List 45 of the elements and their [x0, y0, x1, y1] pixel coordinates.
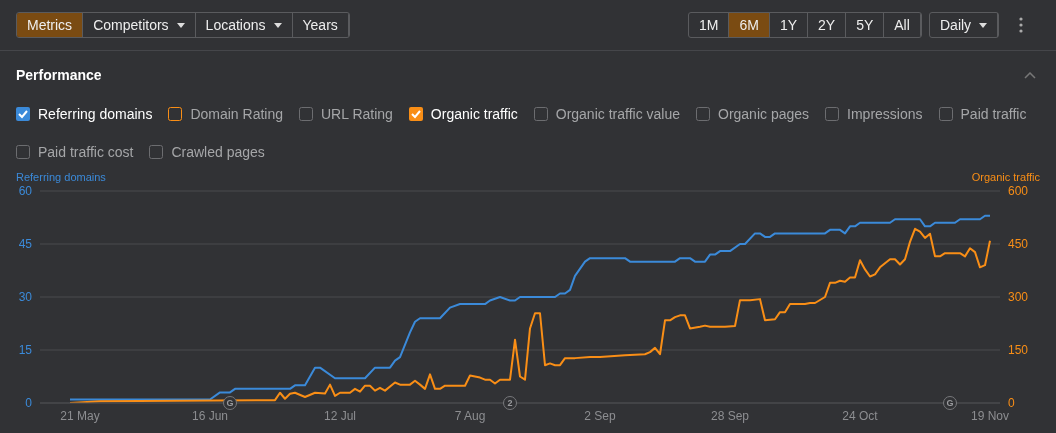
x-tick-label: 12 Jul: [323, 408, 357, 423]
text: URL Rating: [321, 106, 393, 122]
text: 2Y: [818, 17, 836, 33]
y-tick-label: 0: [25, 396, 33, 411]
y-axis-title: Referring domains: [16, 171, 106, 183]
text: Organic pages: [718, 106, 810, 122]
text: 1Y: [779, 17, 798, 33]
text: Competitors: [93, 17, 169, 33]
x-tick-label: 16 Jun: [191, 408, 229, 423]
text: 1M: [699, 17, 719, 33]
text: 6M: [739, 17, 759, 33]
annotation: G: [943, 396, 957, 410]
annotation: G: [223, 396, 237, 410]
text: Years: [302, 17, 338, 33]
text: Organic traffic value: [555, 106, 680, 122]
x-tick-label: 7 Aug: [454, 408, 486, 423]
text: Locations: [205, 17, 266, 33]
x-tick-label: 19 Nov: [970, 408, 1010, 423]
x-tick-label: 24 Oct: [842, 408, 879, 423]
text: 5Y: [856, 17, 874, 33]
chart-title: Performance: [16, 67, 102, 83]
y2-tick-label: 450: [1008, 237, 1029, 252]
text: Domain Rating: [190, 106, 283, 122]
y2-tick-label: 150: [1008, 343, 1029, 358]
y-tick-label: 15: [18, 343, 33, 358]
y-tick-label: 30: [18, 290, 33, 305]
y-tick-label: 45: [18, 237, 33, 252]
y2-tick-label: 600: [1008, 184, 1029, 199]
text: All: [894, 17, 910, 33]
text: Impressions: [847, 106, 923, 122]
text: Metrics: [27, 17, 73, 33]
annotation: 2: [503, 396, 517, 410]
text: Paid traffic cost: [38, 144, 134, 160]
x-tick-label: 2 Sep: [584, 408, 617, 423]
x-tick-label: 21 May: [60, 408, 100, 423]
y2-axis-title: Organic traffic: [971, 171, 1040, 183]
y2-tick-label: 300: [1008, 290, 1029, 305]
x-tick-label: 28 Sep: [710, 408, 750, 423]
text: Crawled pages: [171, 144, 265, 160]
y-tick-label: 60: [18, 184, 33, 199]
legend-label: Referring domains: [38, 106, 153, 122]
text: Daily: [940, 17, 972, 33]
legend-label: Organic traffic: [430, 106, 518, 122]
text: Paid traffic: [960, 106, 1027, 122]
y2-tick-label: 0: [1008, 396, 1015, 411]
